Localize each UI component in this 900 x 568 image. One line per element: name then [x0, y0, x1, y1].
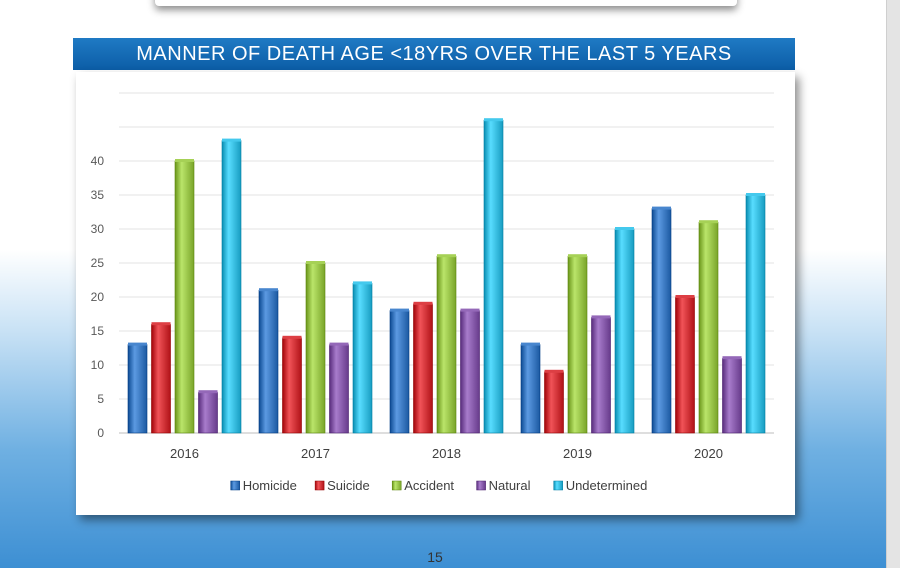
x-tick-label: 2018 — [432, 446, 461, 461]
bar-natural-2020 — [722, 357, 742, 434]
bar-undetermined-2018 — [483, 119, 504, 434]
bar-top-cap — [151, 322, 171, 326]
legend-label-suicide: Suicide — [327, 478, 370, 493]
bar-suicide-2020 — [675, 296, 695, 434]
bar-natural-2016 — [198, 391, 218, 434]
page-number: 15 — [427, 549, 443, 565]
legend-label-homicide: Homicide — [243, 478, 297, 493]
bar-undetermined-2020 — [745, 194, 766, 434]
right-scrollbar-strip — [886, 0, 900, 568]
bar-top-cap — [460, 308, 480, 312]
bar-top-cap — [722, 356, 742, 360]
bar-suicide-2019 — [544, 371, 564, 434]
bar-accident-2019 — [567, 255, 588, 434]
bar-undetermined-2017 — [352, 283, 373, 434]
chart-card: 0 5 10 15 20 25 30 35 40 2016 2017 2018 2019 2020 Homi… — [76, 72, 795, 515]
bar-homicide-2020 — [651, 208, 672, 434]
bar-suicide-2016 — [151, 323, 171, 434]
bar-top-cap — [484, 118, 503, 122]
bar-undetermined-2019 — [614, 228, 635, 434]
bar-top-cap — [544, 369, 564, 373]
bar-top-cap — [568, 254, 587, 258]
y-tick-label: 25 — [91, 256, 105, 270]
legend-label-accident: Accident — [404, 478, 454, 493]
y-tick-label: 20 — [91, 290, 105, 304]
x-tick-label: 2017 — [301, 446, 330, 461]
bar-top-cap — [652, 206, 671, 210]
y-tick-label: 30 — [91, 222, 105, 236]
bar-top-cap — [521, 342, 540, 346]
bar-top-cap — [746, 193, 765, 196]
legend-swatch-suicide — [314, 480, 325, 491]
legend-swatch-homicide — [230, 480, 240, 491]
x-tick-label: 2016 — [170, 446, 199, 461]
bar-natural-2019 — [591, 317, 611, 434]
bar-top-cap — [390, 308, 409, 312]
legend-label-natural: Natural — [489, 478, 531, 493]
bar-accident-2017 — [305, 262, 326, 434]
bar-accident-2018 — [436, 255, 457, 434]
bar-top-cap — [282, 335, 302, 339]
bar-natural-2018 — [460, 310, 480, 434]
bar-accident-2016 — [174, 160, 195, 434]
bar-top-cap — [699, 220, 718, 224]
bar-suicide-2017 — [282, 337, 302, 434]
bar-top-cap — [413, 301, 433, 305]
bar-top-cap — [437, 254, 456, 258]
bar-undetermined-2016 — [221, 140, 242, 434]
y-tick-label: 0 — [97, 426, 104, 440]
bar-top-cap — [615, 227, 634, 230]
bar-top-cap — [222, 138, 241, 142]
bar-homicide-2016 — [127, 344, 148, 434]
bar-top-cap — [353, 281, 372, 285]
top-shadow-box — [155, 0, 737, 6]
bar-natural-2017 — [329, 344, 349, 434]
x-tick-label: 2019 — [563, 446, 592, 461]
bar-top-cap — [198, 390, 218, 394]
legend-swatch-natural — [476, 480, 486, 491]
bar-suicide-2018 — [413, 303, 433, 434]
bar-top-cap — [128, 342, 147, 346]
bar-homicide-2017 — [258, 289, 279, 434]
y-tick-label: 35 — [91, 188, 105, 202]
y-tick-label: 40 — [91, 154, 105, 168]
bar-homicide-2019 — [520, 344, 541, 434]
y-tick-label: 10 — [91, 358, 105, 372]
bar-top-cap — [306, 261, 325, 264]
legend-swatch-undetermined — [553, 480, 563, 491]
bar-top-cap — [591, 315, 611, 319]
bar-chart: 0 5 10 15 20 25 30 35 40 2016 2017 2018 2019 2020 Homi… — [91, 92, 774, 493]
chart-title: MANNER OF DEATH AGE <18YRS OVER THE LAST… — [73, 38, 795, 70]
legend-swatch-accident — [391, 480, 402, 491]
bar-accident-2020 — [698, 221, 719, 434]
legend-label-undetermined: Undetermined — [566, 478, 648, 493]
x-tick-label: 2020 — [694, 446, 723, 461]
bar-top-cap — [329, 342, 349, 346]
y-tick-label: 15 — [91, 324, 105, 338]
bar-homicide-2018 — [389, 310, 410, 434]
y-tick-label: 5 — [97, 392, 104, 406]
bar-top-cap — [259, 288, 278, 292]
bar-top-cap — [675, 295, 695, 298]
bar-top-cap — [175, 159, 194, 162]
